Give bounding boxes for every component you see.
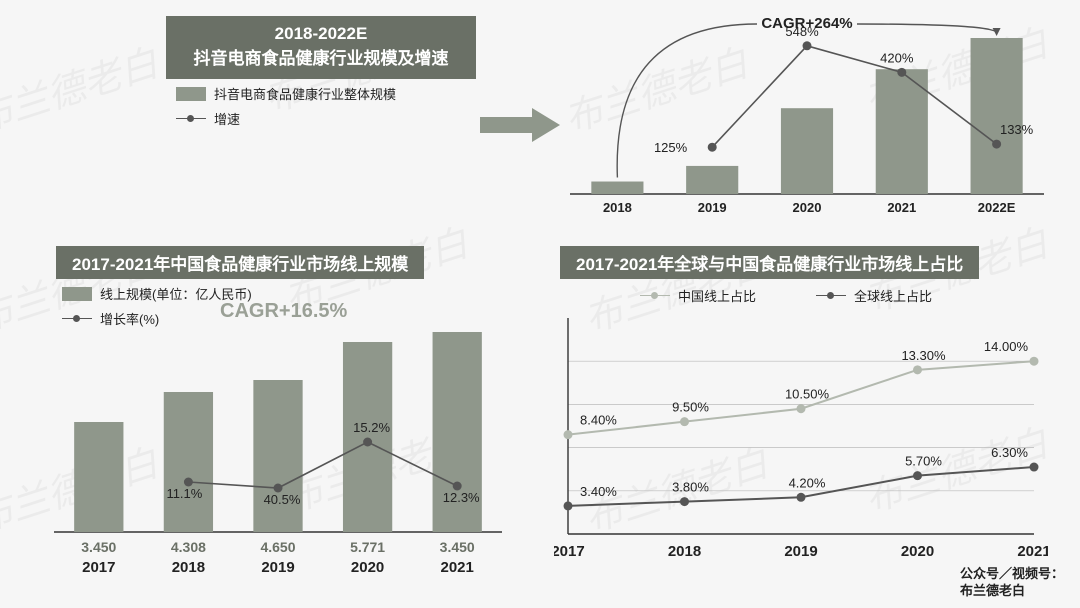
legend-line-swatch xyxy=(62,318,92,319)
series-label: 6.30% xyxy=(991,445,1028,460)
series-label: 4.20% xyxy=(789,475,826,490)
value-label: 3.450 xyxy=(81,539,116,555)
legend-bar-swatch xyxy=(176,87,206,101)
legend-line-swatch xyxy=(176,118,206,119)
legend-top: 抖音电商食品健康行业整体规模 增速 xyxy=(176,84,396,134)
chart-title-bl: 2017-2021年中国食品健康行业市场线上规模 xyxy=(56,246,424,279)
title-line1: 2018-2022E xyxy=(172,24,470,44)
arrow-icon xyxy=(480,108,560,142)
series-label: 10.50% xyxy=(785,387,830,402)
legend-line-row: 增速 xyxy=(176,109,396,128)
footer-credit: 公众号／视频号： 布兰德老白 xyxy=(960,566,1064,600)
series-label: 8.40% xyxy=(580,413,617,428)
chart-bl: 3.450 2017 4.308 2018 4.650 2019 5.771 2020 3.45… xyxy=(48,332,508,580)
legend-series2-label: 全球线上占比 xyxy=(854,286,932,305)
series-label: 9.50% xyxy=(672,400,709,415)
category-label: 2022E xyxy=(978,200,1016,215)
chart-title-br: 2017-2021年全球与中国食品健康行业市场线上占比 xyxy=(560,246,979,279)
category-label: 2017 xyxy=(554,543,585,560)
growth-label: 40.5% xyxy=(264,492,301,507)
series-label: 14.00% xyxy=(984,339,1029,354)
value-label: 5.771 xyxy=(350,539,385,555)
legend-series2: 全球线上占比 xyxy=(816,286,932,305)
growth-label: 133% xyxy=(1000,122,1034,137)
watermark: 布兰德老白 xyxy=(0,32,164,143)
legend-line-swatch xyxy=(816,295,846,296)
growth-label: 15.2% xyxy=(353,420,390,435)
series-label: 13.30% xyxy=(901,348,946,363)
legend-bar-swatch xyxy=(62,287,92,301)
series-label: 3.80% xyxy=(672,480,709,495)
legend-line-label: 增速 xyxy=(214,109,240,128)
growth-label: 11.1% xyxy=(166,486,202,501)
category-label: 2018 xyxy=(603,200,632,215)
value-label: 4.308 xyxy=(171,539,206,555)
growth-label: 12.3% xyxy=(443,490,480,505)
category-label: 2020 xyxy=(901,543,934,560)
category-label: 2017 xyxy=(82,559,115,576)
cagr-label: CAGR+264% xyxy=(761,15,852,32)
category-label: 2019 xyxy=(784,543,817,560)
legend-series1: 中国线上占比 xyxy=(640,286,756,305)
category-label: 2021 xyxy=(1017,543,1048,560)
legend-series1-label: 中国线上占比 xyxy=(678,286,756,305)
legend-line-label: 增长率(%) xyxy=(100,309,159,328)
category-label: 2021 xyxy=(441,559,474,576)
category-label: 2021 xyxy=(887,200,916,215)
legend-bar-row: 抖音电商食品健康行业整体规模 xyxy=(176,84,396,103)
category-label: 2019 xyxy=(698,200,727,215)
value-label: 3.450 xyxy=(440,539,475,555)
category-label: 2018 xyxy=(668,543,701,560)
series-label: 5.70% xyxy=(905,454,942,469)
series-label: 3.40% xyxy=(580,484,617,499)
growth-label: 125% xyxy=(654,140,688,155)
category-label: 2018 xyxy=(172,559,205,576)
category-label: 2020 xyxy=(793,200,822,215)
legend-bar-label: 抖音电商食品健康行业整体规模 xyxy=(214,84,396,103)
chart-br: 8.40% 9.50% 10.50% 13.30% 14.00% 3.40% 3.80% 4.… xyxy=(554,306,1048,570)
legend-line-swatch xyxy=(640,295,670,296)
footer-line1: 公众号／视频号： xyxy=(960,566,1064,583)
value-label: 4.650 xyxy=(260,539,295,555)
growth-label: 420% xyxy=(880,50,914,65)
chart-title-top: 2018-2022E 抖音电商食品健康行业规模及增速 xyxy=(166,16,476,79)
footer-line2: 布兰德老白 xyxy=(960,583,1064,600)
cagr-bl: CAGR+16.5% xyxy=(220,300,347,323)
category-label: 2020 xyxy=(351,559,384,576)
category-label: 2019 xyxy=(261,559,294,576)
chart-top: 20182019202020212022E125%548%420%133%CAG… xyxy=(560,8,1054,220)
title-line2: 抖音电商食品健康行业规模及增速 xyxy=(172,44,470,69)
